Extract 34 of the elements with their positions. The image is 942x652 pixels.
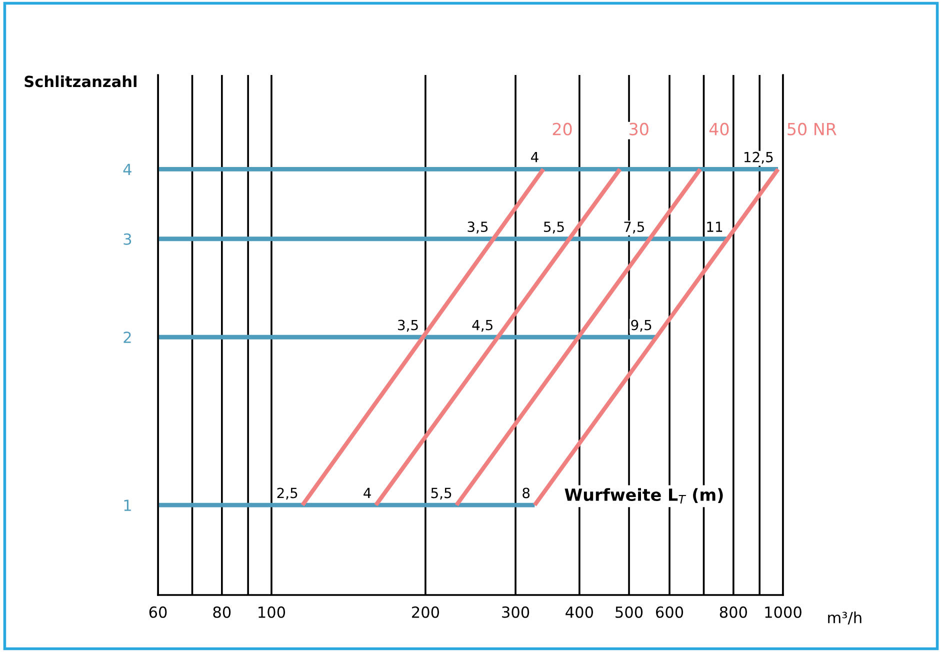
annotation: 7,5	[624, 222, 644, 234]
x-tick-label: 200	[412, 606, 440, 618]
annotation: 3,5	[398, 320, 418, 332]
y-tick-label: 1	[124, 500, 131, 511]
y-tick-label: 2	[124, 332, 131, 343]
y-axis-title: Schlitzanzahl	[24, 75, 136, 88]
text: 40	[709, 122, 729, 136]
annotation: 8	[522, 488, 530, 498]
x-tick-label: 600	[656, 606, 684, 618]
text: 30	[630, 122, 648, 136]
annotation: 5,5	[431, 488, 452, 500]
annotation: Wurfweite L$_{T}$ (m)	[564, 488, 723, 504]
x-tick-label: 80	[213, 606, 231, 618]
x-tick-label: 400	[566, 606, 594, 618]
annotation: 3,5	[468, 222, 488, 234]
x-axis-title: m³/h	[828, 612, 862, 625]
y-tick-label: 4	[123, 164, 132, 175]
annotation: 2,5	[277, 488, 298, 500]
annotation: 4	[531, 152, 538, 162]
x-tick-label: 1000	[765, 606, 802, 618]
annotation: 4,5	[472, 320, 492, 332]
x-tick-label: 300	[502, 606, 530, 618]
text: 20	[552, 122, 572, 136]
annotation: 12,5	[744, 152, 773, 164]
annotation: 9,5	[631, 320, 652, 332]
x-tick-label: 60	[149, 606, 167, 618]
annotation: 4	[364, 488, 371, 498]
x-tick-label: 800	[720, 606, 747, 618]
x-tick-label: 100	[258, 606, 286, 618]
y-tick-label: 3	[124, 233, 132, 245]
x-tick-label: 500	[616, 606, 643, 618]
annotation: 11	[707, 222, 722, 232]
annotation: 5,5	[544, 222, 564, 234]
text: 50 NR	[788, 122, 836, 136]
